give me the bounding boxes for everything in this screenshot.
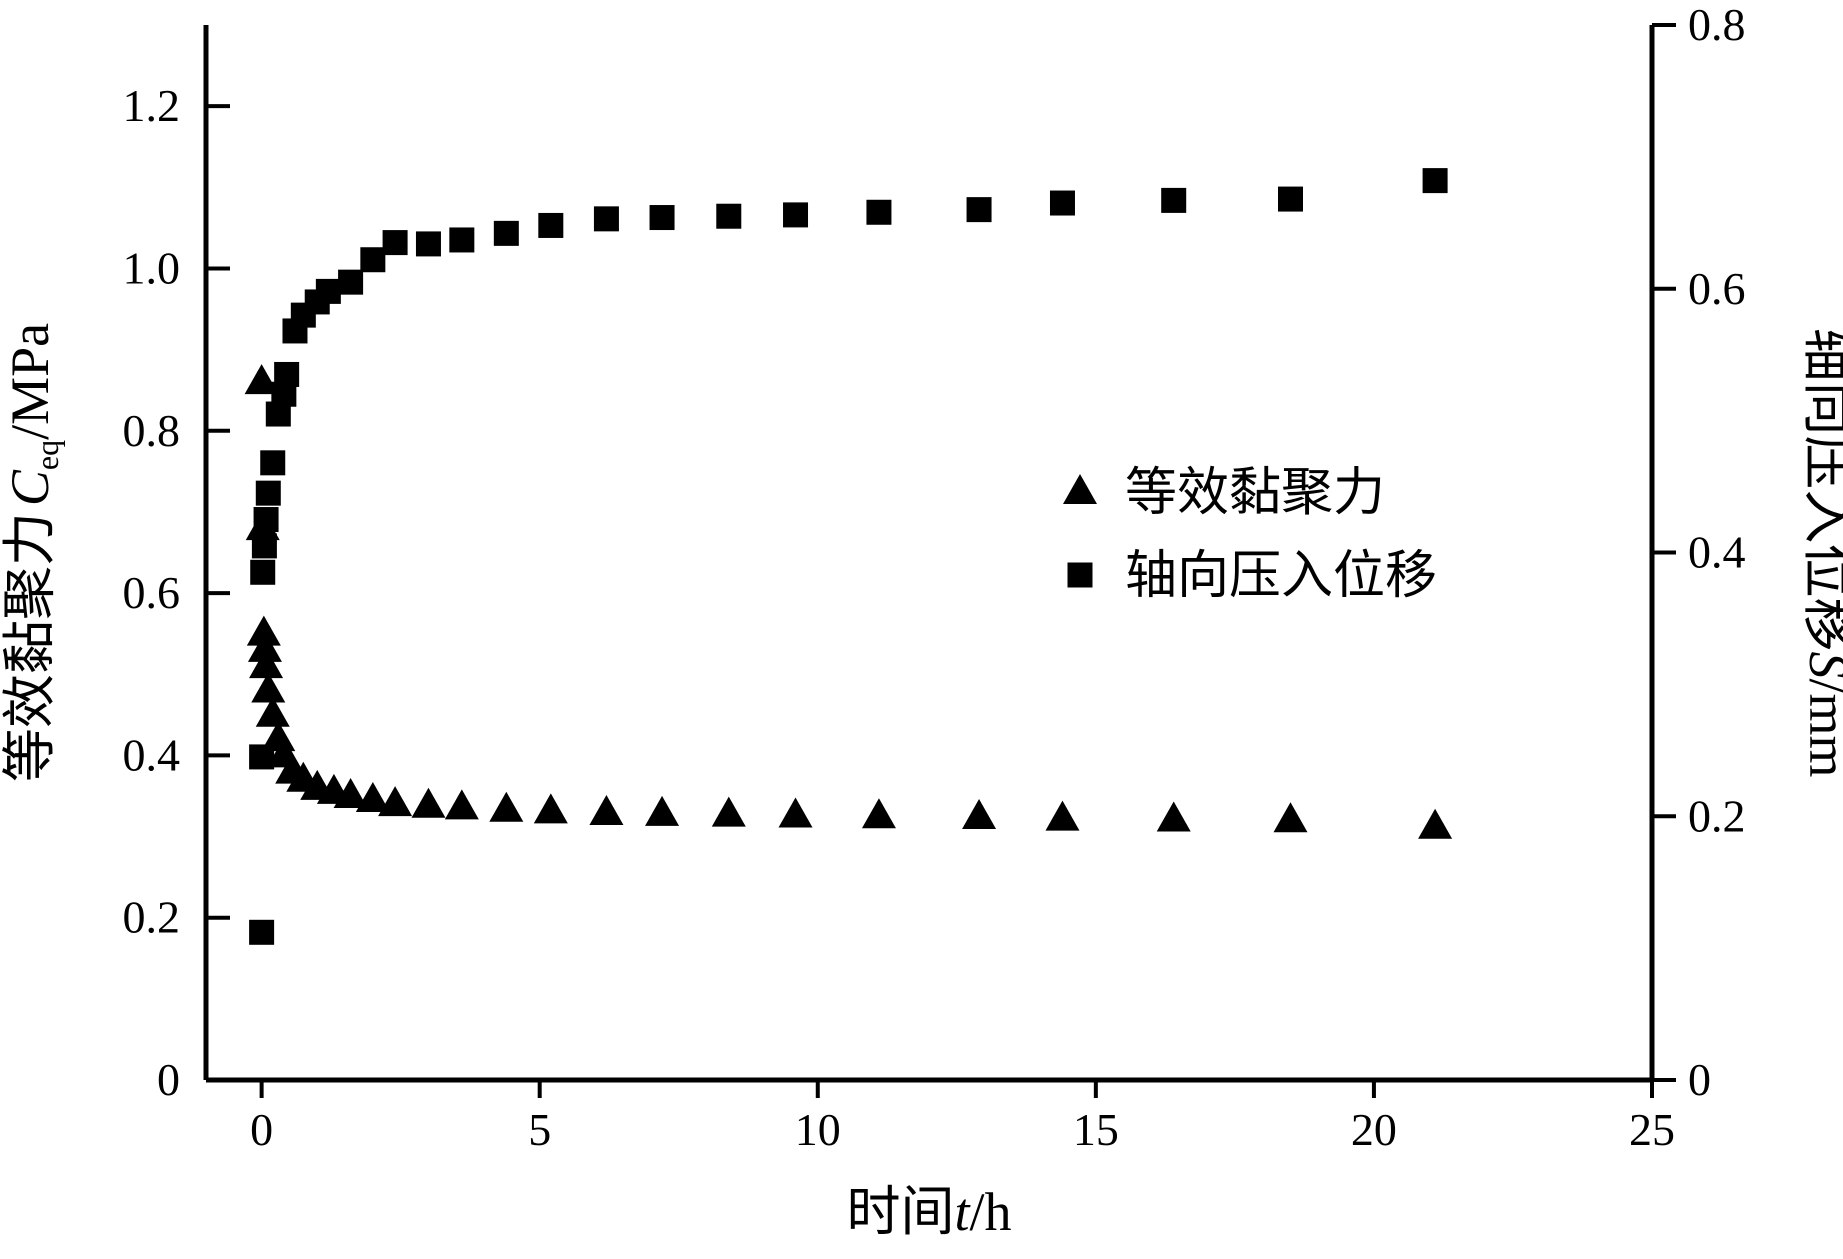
triangle-point-24	[861, 798, 896, 829]
square-point-25	[866, 199, 892, 225]
y-right-tick-label-3: 0.6	[1688, 263, 1746, 314]
triangle-point-3	[247, 631, 282, 662]
y-right-tick-label-0: 0	[1688, 1054, 1711, 1105]
series-cohesion	[244, 364, 1453, 839]
square-point-2	[250, 559, 276, 585]
square-point-19	[493, 220, 519, 246]
square-point-1	[249, 744, 275, 770]
square-point-21	[593, 206, 619, 232]
y-right-title-var: S	[1798, 651, 1843, 678]
square-point-6	[260, 450, 286, 476]
legend-label-0: 等效黏聚力	[1125, 463, 1385, 523]
x-axis-title-var: t	[954, 1182, 971, 1242]
series-displacement	[249, 168, 1448, 945]
square-point-28	[1161, 187, 1187, 213]
triangle-point-18	[489, 791, 524, 822]
square-point-16	[382, 230, 408, 256]
x-tick-label-0: 0	[250, 1104, 273, 1155]
square-point-26	[966, 197, 992, 223]
y-left-title-var: C	[0, 469, 60, 506]
y-left-title-unit: /MPa	[0, 323, 60, 440]
triangle-point-5	[251, 672, 286, 703]
square-point-15	[360, 247, 386, 273]
y-right-tick-label-4: 0.8	[1688, 0, 1746, 50]
data-marks	[244, 168, 1453, 945]
y-left-tick-label-1: 0.2	[123, 892, 181, 943]
square-point-3	[251, 533, 277, 559]
ticks: 0 5 10 15 20 25 0 0.2 0.4 0.6 0.8 1.0 1.2 0 0.2 0.4 0.6 0…	[123, 0, 1746, 1155]
triangle-point-15	[378, 786, 413, 817]
triangle-point-14	[355, 782, 390, 813]
square-point-29	[1278, 186, 1303, 212]
x-tick-label-2: 10	[795, 1104, 841, 1155]
x-tick-label-5: 25	[1629, 1104, 1675, 1155]
triangle-point-22	[711, 796, 746, 827]
square-point-4	[253, 507, 279, 533]
triangle-point-17	[444, 789, 479, 820]
legend-marker-0	[1063, 474, 1097, 504]
square-point-27	[1049, 190, 1075, 216]
square-point-20	[538, 212, 564, 238]
y-left-tick-label-0: 0	[157, 1054, 180, 1105]
square-point-5	[255, 480, 281, 506]
triangle-point-4	[249, 648, 284, 679]
triangle-point-23	[778, 797, 813, 828]
x-axis-title: 时间t/h	[846, 1180, 1011, 1243]
y-right-tick-label-1: 0.2	[1688, 790, 1746, 841]
square-point-13	[315, 278, 341, 304]
y-left-tick-label-3: 0.6	[123, 567, 181, 618]
square-point-30	[1422, 168, 1448, 194]
y-left-tick-label-4: 0.8	[123, 405, 181, 456]
y-right-axis-title: 轴向压入位移S/mm	[1797, 327, 1843, 777]
triangle-point-21	[645, 795, 680, 826]
triangle-point-6	[255, 696, 290, 727]
triangle-point-13	[333, 777, 368, 808]
square-point-14	[338, 269, 364, 295]
triangle-point-27	[1156, 801, 1191, 832]
y-right-title-prefix: 轴向压入位移	[1797, 327, 1843, 651]
y-right-tick-label-2: 0.4	[1688, 527, 1746, 578]
y-left-axis-title: 等效黏聚力 Ceq/MPa	[0, 323, 65, 782]
y-left-title-sub: eq	[29, 440, 65, 470]
y-left-tick-label-5: 1.0	[123, 242, 181, 293]
legend-marker-1	[1067, 562, 1093, 588]
x-tick-label-3: 15	[1073, 1104, 1119, 1155]
square-point-9	[274, 361, 300, 387]
triangle-point-28	[1273, 802, 1308, 833]
triangle-point-19	[533, 793, 568, 824]
triangle-point-25	[962, 799, 997, 830]
triangle-point-2	[246, 615, 281, 646]
triangle-point-26	[1045, 800, 1080, 831]
square-point-24	[783, 202, 809, 228]
triangle-point-0	[244, 364, 279, 395]
triangle-point-29	[1418, 808, 1453, 839]
square-point-18	[449, 227, 475, 253]
x-axis-title-prefix: 时间	[846, 1180, 954, 1243]
square-point-23	[716, 203, 742, 229]
y-left-tick-label-2: 0.4	[123, 729, 181, 780]
triangle-point-16	[411, 787, 446, 818]
square-point-17	[415, 231, 441, 257]
y-left-tick-label-6: 1.2	[123, 80, 181, 131]
y-right-title-unit: /mm	[1798, 678, 1843, 777]
y-left-title-prefix: 等效黏聚力	[0, 512, 61, 782]
x-tick-label-4: 20	[1351, 1104, 1397, 1155]
x-axis-title-unit: /h	[970, 1182, 1012, 1242]
square-point-0	[249, 919, 275, 945]
legend-label-1: 轴向压入位移	[1125, 546, 1437, 606]
triangle-point-20	[589, 795, 624, 826]
square-point-22	[649, 205, 675, 231]
x-tick-label-1: 5	[528, 1104, 551, 1155]
